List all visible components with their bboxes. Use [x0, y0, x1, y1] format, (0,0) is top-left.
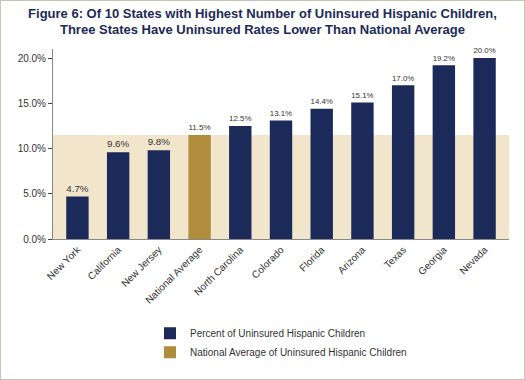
- svg-text:11.5%: 11.5%: [188, 123, 210, 132]
- html-text:Figure 6: Of 10 States with Hi: Figure 6: Of 10 States with Highest Numb…: [28, 6, 497, 37]
- svg-text:Nevada: Nevada: [457, 244, 489, 276]
- svg-text:19.2%: 19.2%: [433, 54, 455, 63]
- svg-text:4.7%: 4.7%: [66, 183, 89, 194]
- svg-text:Percent of Uninsured Hispanic: Percent of Uninsured Hispanic Children: [190, 328, 365, 339]
- svg-text:New York: New York: [45, 243, 83, 281]
- svg-text:12.5%: 12.5%: [229, 114, 251, 123]
- svg-text:Georgia: Georgia: [416, 244, 449, 277]
- svg-text:Florida: Florida: [297, 244, 327, 274]
- svg-text:5.0%: 5.0%: [23, 188, 46, 199]
- svg-text:0.0%: 0.0%: [23, 234, 46, 245]
- svg-text:National Average: National Average: [143, 244, 205, 306]
- svg-text:Arizona: Arizona: [336, 244, 368, 276]
- svg-text:Colorado: Colorado: [249, 244, 286, 281]
- svg-text:California: California: [85, 244, 123, 282]
- svg-text:15.0%: 15.0%: [18, 98, 46, 109]
- svg-text:9.6%: 9.6%: [107, 138, 130, 149]
- svg-text:20.0%: 20.0%: [18, 53, 46, 64]
- svg-text:New Jersey: New Jersey: [119, 244, 164, 289]
- svg-text:15.1%: 15.1%: [351, 91, 373, 100]
- svg-text:17.0%: 17.0%: [392, 74, 414, 83]
- svg-text:North Carolina: North Carolina: [192, 244, 246, 298]
- svg-text:20.0%: 20.0%: [473, 46, 495, 55]
- svg-text:13.1%: 13.1%: [270, 109, 292, 118]
- svg-text:14.4%: 14.4%: [311, 97, 333, 106]
- svg-text:Texas: Texas: [382, 244, 408, 270]
- svg-text:National Average of Uninsured: National Average of Uninsured Hispanic C…: [190, 347, 407, 358]
- svg-text:10.0%: 10.0%: [18, 143, 46, 154]
- svg-text:9.8%: 9.8%: [148, 136, 171, 147]
